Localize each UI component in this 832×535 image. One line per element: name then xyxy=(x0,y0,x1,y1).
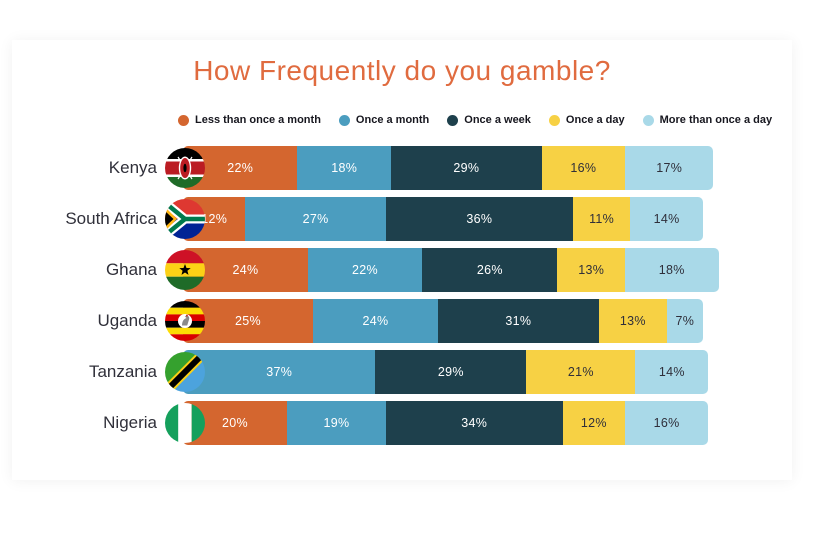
country-label: Uganda xyxy=(97,311,157,330)
chart-title: How Frequently do you gamble? xyxy=(193,55,611,86)
bar-segment: 27% xyxy=(245,197,386,241)
bar-segment: 13% xyxy=(598,299,667,343)
bar-segment: 19% xyxy=(287,401,386,445)
legend-item: Once a week xyxy=(447,114,531,126)
legend-dot-icon xyxy=(338,114,350,126)
segment-value-label: 12% xyxy=(580,416,607,430)
segment-value-label: 36% xyxy=(466,212,493,226)
chart-row: Tanzania 37% 29% 21% 14% xyxy=(12,350,792,394)
stacked-bar: 20% 19% 34% 12% 16% xyxy=(183,401,709,445)
bar-segment: 21% xyxy=(526,350,636,394)
segment-value-label: 17% xyxy=(656,161,683,175)
segment-value-label: 16% xyxy=(653,416,680,430)
country-label: Nigeria xyxy=(103,413,157,432)
bar-segment: 7% xyxy=(666,299,703,343)
segment-value-label: 21% xyxy=(567,365,594,379)
segment-value-label: 18% xyxy=(331,161,358,175)
legend-dot-icon xyxy=(178,114,189,126)
bar-segment: 34% xyxy=(385,401,563,445)
stacked-bar: 37% 29% 21% 14% xyxy=(183,350,709,394)
segment-value-label: 7% xyxy=(675,314,695,328)
segment-value-label: 22% xyxy=(352,263,378,277)
segment-value-label: 34% xyxy=(461,416,488,430)
segment-value-label: 18% xyxy=(658,263,685,277)
segment-value-label: 14% xyxy=(653,212,680,226)
country-label: Tanzania xyxy=(88,362,157,381)
segment-value-label: 16% xyxy=(570,161,597,175)
segment-value-label: 24% xyxy=(232,263,259,277)
chart: Kenya 22% 18% 29% 16% 17% South Africa 12% 27% 36… xyxy=(12,146,792,445)
bar-segment: 24% xyxy=(313,299,438,343)
tanzania-flag-icon xyxy=(165,352,205,392)
segment-value-label: 25% xyxy=(235,314,261,328)
segment-value-label: 12% xyxy=(201,212,228,226)
bar-segment: 29% xyxy=(390,146,542,190)
legend-label: Once a month xyxy=(355,114,430,126)
stacked-bar: 24% 22% 26% 13% 18% xyxy=(183,248,719,292)
chart-row: Ghana 24% 22% 26% 13% 18% xyxy=(12,248,792,292)
legend-label: Less than once a month xyxy=(195,114,321,126)
bar-segment: 26% xyxy=(422,248,558,292)
south-africa-flag-icon xyxy=(165,199,205,239)
bar-segment: 36% xyxy=(385,197,573,241)
segment-value-label: 22% xyxy=(227,161,254,175)
bar-segment: 31% xyxy=(437,299,599,343)
stacked-bar: 22% 18% 29% 16% 17% xyxy=(183,146,714,190)
chart-row: South Africa 12% 27% 36% 11% 14% xyxy=(12,197,792,241)
bar-segment: 14% xyxy=(635,350,709,394)
legend-label: More than once a day xyxy=(659,114,773,126)
stacked-bar: 25% 24% 31% 13% 7% xyxy=(183,299,703,343)
legend-item: More than once a day xyxy=(642,114,773,126)
country-label: South Africa xyxy=(65,209,157,228)
bar-segment: 18% xyxy=(624,248,719,292)
bar-segment: 37% xyxy=(183,350,376,394)
segment-value-label: 31% xyxy=(505,314,532,328)
bar-segment: 16% xyxy=(624,401,709,445)
segment-value-label: 11% xyxy=(589,212,615,226)
legend-label: Once a week xyxy=(464,114,531,126)
segment-value-label: 19% xyxy=(323,416,350,430)
segment-value-label: 13% xyxy=(578,263,605,277)
segment-value-label: 29% xyxy=(453,161,480,175)
ghana-flag-icon xyxy=(165,250,205,290)
segment-value-label: 29% xyxy=(437,365,464,379)
chart-row: Uganda 25% 24% 31% 13% 7% xyxy=(12,299,792,343)
segment-value-label: 37% xyxy=(266,365,293,379)
legend-dot-icon xyxy=(447,114,459,126)
segment-value-label: 26% xyxy=(476,263,503,277)
bar-segment: 13% xyxy=(557,248,625,292)
bar-segment: 22% xyxy=(307,248,423,292)
bar-segment: 17% xyxy=(624,146,714,190)
bar-segment: 29% xyxy=(375,350,527,394)
legend: Less than once a month Once a month Once a… xyxy=(12,114,792,126)
chart-card: How Frequently do you gamble? Less than … xyxy=(12,40,792,480)
legend-item: Less than once a month xyxy=(178,114,321,126)
legend-label: Once a day xyxy=(565,114,625,126)
legend-dot-icon xyxy=(642,114,654,126)
segment-value-label: 20% xyxy=(222,416,248,430)
bar-segment: 12% xyxy=(562,401,625,445)
segment-value-label: 14% xyxy=(658,365,685,379)
nigeria-flag-icon xyxy=(165,403,205,443)
segment-value-label: 27% xyxy=(302,212,329,226)
legend-dot-icon xyxy=(548,114,560,126)
stacked-bar: 12% 27% 36% 11% 14% xyxy=(183,197,703,241)
chart-row: Nigeria 20% 19% 34% 12% 16% xyxy=(12,401,792,445)
country-label: Kenya xyxy=(108,158,157,177)
uganda-flag-icon xyxy=(165,301,205,341)
legend-item: Once a day xyxy=(548,114,625,126)
kenya-flag-icon xyxy=(165,148,205,188)
segment-value-label: 13% xyxy=(619,314,646,328)
country-label: Ghana xyxy=(105,260,157,279)
bar-segment: 16% xyxy=(541,146,625,190)
bar-segment: 14% xyxy=(630,197,703,241)
bar-segment: 18% xyxy=(297,146,391,190)
segment-value-label: 24% xyxy=(362,314,389,328)
bar-segment: 11% xyxy=(572,197,631,241)
chart-row: Kenya 22% 18% 29% 16% 17% xyxy=(12,146,792,190)
legend-item: Once a month xyxy=(338,114,430,126)
